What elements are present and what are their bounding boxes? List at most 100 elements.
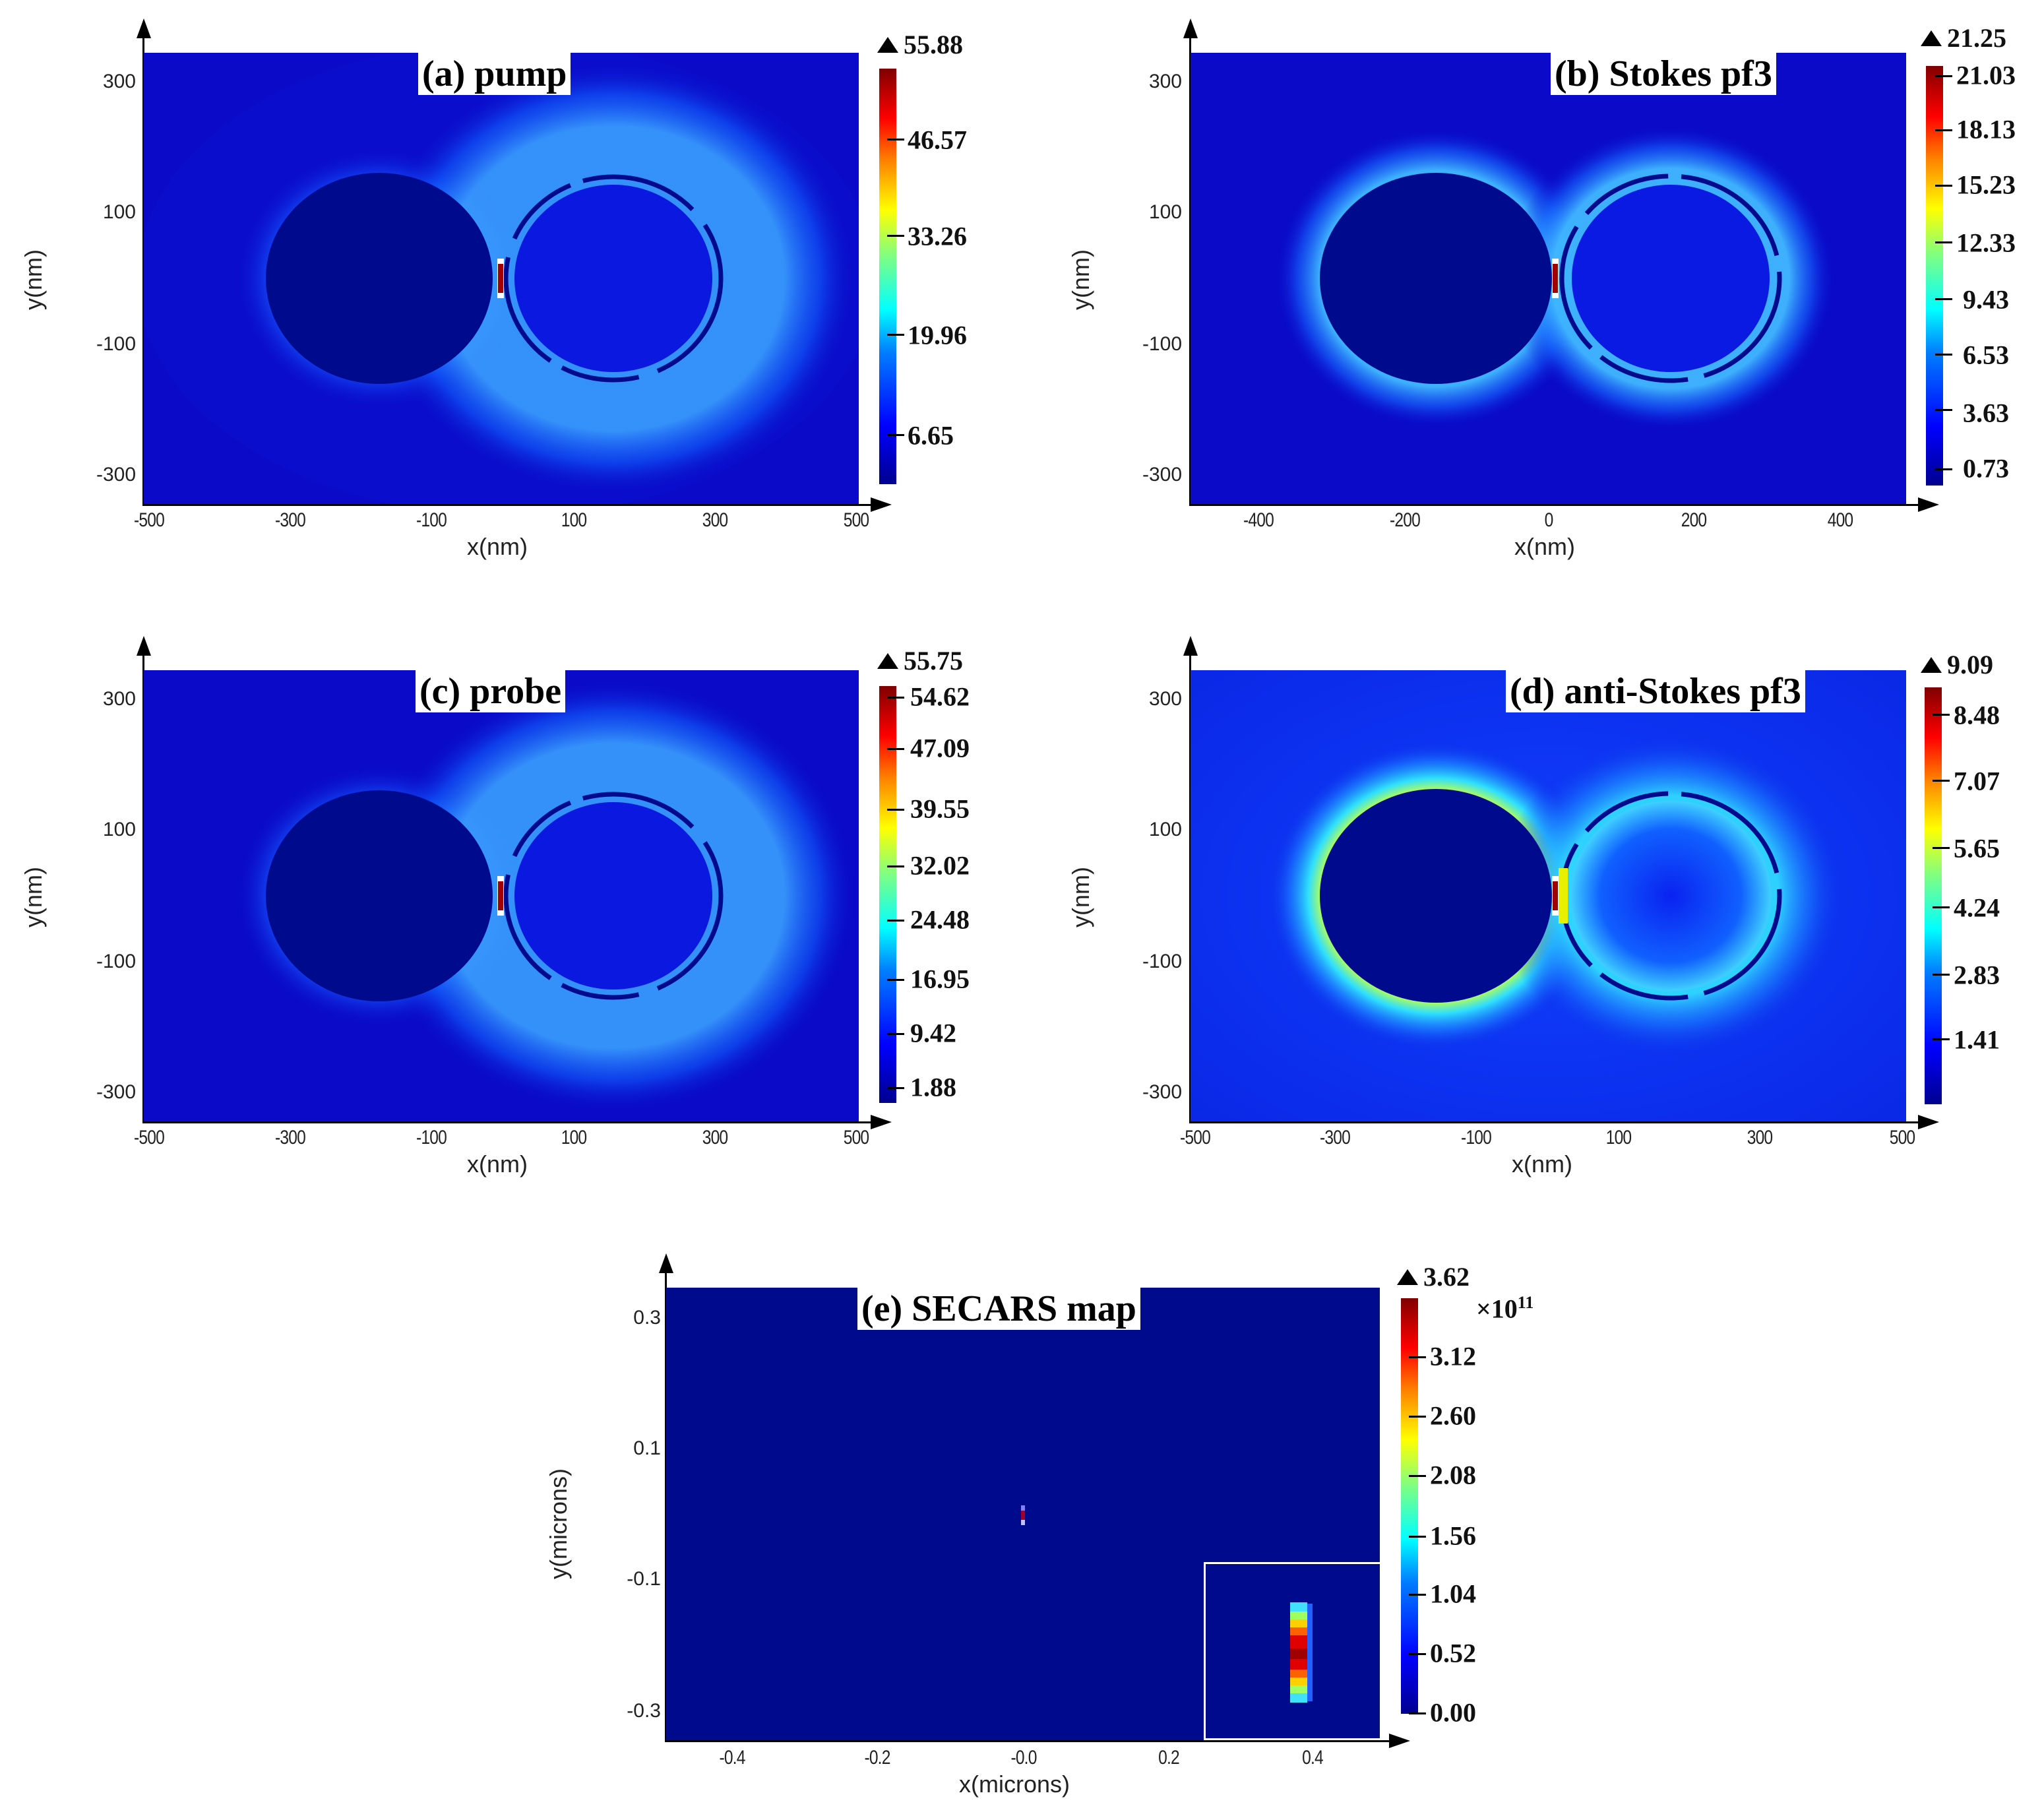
x-axis-line: [142, 1121, 888, 1123]
y-axis-arrow-icon: [1183, 18, 1198, 38]
colorbar-tick: [1935, 468, 1952, 470]
y-tick: 300: [102, 688, 136, 710]
colorbar-tick: [887, 334, 904, 336]
colorbar-label: 1.41: [1954, 1024, 2000, 1055]
panel-title: (b) Stokes pf3: [1551, 53, 1776, 95]
colorbar-max: 9.09: [1921, 649, 1993, 680]
x-tick: -500: [134, 509, 165, 531]
heatmap-plot-e: (e) SECARS map: [666, 1288, 1380, 1740]
colorbar-multiplier: ×1011: [1476, 1293, 1533, 1324]
colorbar-tick: [887, 809, 904, 811]
x-tick: 100: [561, 509, 587, 531]
x-axis-label: x(nm): [467, 1150, 528, 1177]
x-axis-arrow-icon: [871, 1115, 892, 1129]
x-axis-line: [665, 1740, 1397, 1742]
y-tick: -300: [1142, 1081, 1182, 1103]
colorbar-tick: [887, 979, 904, 981]
colorbar-tick: [1933, 780, 1950, 782]
colorbar-label: 54.62: [910, 681, 970, 712]
colorbar-max: 55.88: [877, 29, 963, 60]
heatmap-plot-c: (c) probe: [144, 670, 859, 1121]
colorbar-label: 47.09: [910, 733, 970, 763]
x-tick: 0.2: [1158, 1747, 1180, 1769]
max-triangle-icon: [1921, 656, 1942, 673]
y-tick: -0.3: [627, 1700, 661, 1722]
colorbar-label: 2.60: [1430, 1400, 1476, 1431]
y-tick: 300: [1148, 71, 1182, 92]
x-tick: -100: [416, 509, 447, 531]
y-tick: -300: [96, 1081, 136, 1103]
heatmap-plot-b: (b) Stokes pf3: [1191, 53, 1906, 504]
colorbar-label: 3.63: [1963, 398, 2009, 428]
y-axis-arrow-icon: [659, 1253, 673, 1273]
colorbar-tick: [1935, 75, 1952, 77]
colorbar-label: 39.55: [910, 794, 970, 824]
x-axis-line: [1189, 504, 1928, 506]
colorbar-label: 19.96: [908, 320, 967, 350]
heatmap-plot-d: (d) anti-Stokes pf3: [1191, 670, 1906, 1121]
y-tick: 100: [102, 819, 136, 840]
x-axis-arrow-icon: [1918, 1115, 1939, 1129]
y-axis-line: [665, 1261, 667, 1742]
colorbar-label: 21.03: [1956, 60, 2016, 90]
colorbar-max: 3.62: [1397, 1261, 1470, 1292]
x-tick: -0.4: [719, 1747, 745, 1769]
y-tick: -100: [1142, 333, 1182, 355]
colorbar-label: 1.04: [1430, 1579, 1476, 1609]
colorbar-tick: [887, 1033, 904, 1035]
y-tick: 100: [1148, 201, 1182, 223]
x-tick: -300: [275, 1127, 306, 1148]
colorbar-label: 1.56: [1430, 1521, 1476, 1551]
colorbar-label: 24.48: [910, 904, 970, 935]
x-axis-arrow-icon: [1389, 1734, 1410, 1748]
colorbar-tick: [1935, 129, 1952, 131]
x-tick: 200: [1681, 509, 1707, 531]
colorbar-tick: [887, 139, 904, 141]
colorbar-tick: [887, 748, 904, 750]
y-tick: -0.1: [627, 1568, 661, 1590]
panel-title: (a) pump: [418, 53, 571, 95]
colorbar-tick: [887, 865, 904, 867]
colorbar-label: 15.23: [1956, 170, 2016, 200]
colorbar-tick: [887, 920, 904, 922]
x-tick: 0: [1544, 509, 1554, 531]
colorbar-tick: [1933, 847, 1950, 849]
y-axis-label: y(nm): [20, 249, 47, 310]
x-tick: 300: [1747, 1127, 1773, 1148]
x-tick: 500: [1889, 1127, 1915, 1148]
x-tick: 500: [843, 1127, 869, 1148]
colorbar-tick: [1409, 1356, 1426, 1358]
y-tick: 0.1: [633, 1437, 661, 1459]
colorbar-tick: [887, 235, 904, 237]
max-triangle-icon: [1397, 1269, 1418, 1285]
y-tick: -100: [96, 333, 136, 355]
y-tick: 100: [102, 201, 136, 223]
colorbar-tick: [1409, 1594, 1426, 1596]
colorbar-label: 0.73: [1963, 453, 2009, 484]
y-axis-label: y(nm): [1067, 249, 1094, 310]
max-triangle-icon: [877, 652, 898, 669]
colorbar-label: 32.02: [910, 850, 970, 881]
colorbar-max-value: 55.88: [904, 30, 963, 59]
colorbar-tick: [887, 434, 904, 436]
panel-title: (e) SECARS map: [857, 1288, 1140, 1330]
colorbar-tick: [1409, 1475, 1426, 1477]
colorbar-label: 3.12: [1430, 1341, 1476, 1371]
colorbar-label: 0.00: [1430, 1697, 1476, 1728]
colorbar-tick: [1933, 906, 1950, 908]
colorbar-d: [1925, 687, 1942, 1104]
x-tick: -400: [1243, 509, 1274, 531]
colorbar-label: 1.88: [910, 1072, 956, 1102]
colorbar-b: [1926, 66, 1943, 486]
x-tick: -0.2: [864, 1747, 890, 1769]
y-axis-line: [1189, 26, 1191, 505]
x-tick: -500: [134, 1127, 165, 1148]
colorbar-label: 46.57: [908, 125, 967, 155]
y-axis-label: y(microns): [545, 1468, 572, 1579]
colorbar-label: 33.26: [908, 221, 967, 251]
colorbar-a: [879, 69, 896, 484]
y-tick: 300: [1148, 688, 1182, 710]
colorbar-label: 6.53: [1963, 340, 2009, 370]
colorbar-label: 2.83: [1954, 960, 2000, 990]
colorbar-e: [1401, 1298, 1418, 1714]
